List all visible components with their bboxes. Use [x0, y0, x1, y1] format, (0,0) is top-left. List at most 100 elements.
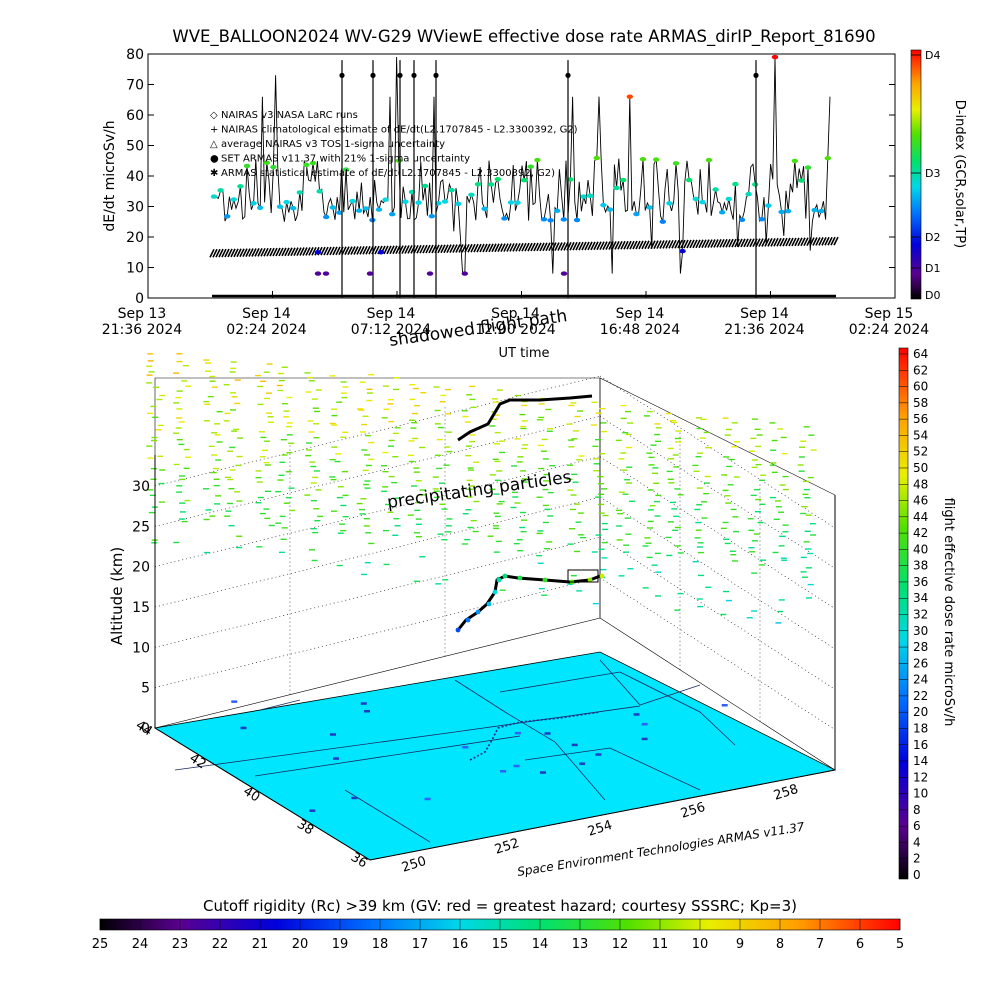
nairas-mark [239, 248, 245, 258]
dose-rate-tick-label: 44 [913, 510, 928, 524]
nairas-mark [779, 237, 785, 247]
nairas-mark [518, 242, 524, 252]
nairas-mark [335, 246, 341, 256]
grid-line [599, 496, 836, 650]
nairas-mark [665, 240, 671, 249]
legend-symbol: ✱ [210, 168, 218, 179]
armas-marker [666, 201, 673, 206]
armas-marker [257, 205, 264, 210]
d-index-colorbar: D0 D1 D2 D3 D4 D-index (GCR,solar,TP) [910, 49, 967, 302]
nairas-mark [662, 240, 668, 249]
nairas-mark [725, 238, 731, 248]
nairas-mark [209, 248, 215, 258]
dose-rate-tick-label: 60 [913, 380, 928, 394]
nairas-mark [584, 241, 590, 251]
spike-top-marker [753, 72, 759, 78]
nairas-mark [629, 240, 635, 250]
longitude-tick-label: 256 [679, 800, 707, 822]
armas-marker [587, 193, 594, 199]
armas-marker [426, 271, 434, 276]
legend-label: average NAIRAS v3 TOS 1-sigma uncertaint… [221, 139, 445, 150]
rc-tick-label: 18 [372, 937, 389, 952]
nairas-mark [437, 244, 443, 254]
nairas-mark [797, 237, 803, 247]
dose-rate-tick-label: 4 [913, 835, 921, 849]
latitude-tick-label: 44 [133, 718, 155, 739]
nairas-mark [248, 248, 254, 257]
nairas-mark [485, 243, 491, 253]
legend-symbol: △ [210, 139, 218, 150]
armas-marker [738, 217, 746, 223]
nairas-mark [605, 241, 611, 250]
dose-rate-tick-label: 6 [913, 819, 921, 833]
grid-line [599, 416, 836, 569]
nairas-mark [764, 238, 770, 247]
nairas-mark [581, 241, 587, 251]
nairas-mark [698, 239, 704, 249]
armas-marker [422, 183, 429, 189]
timeseries-y-label: dE/dt microSv/h [102, 120, 118, 231]
rc-tick-label: 11 [652, 937, 669, 952]
nairas-mark [773, 237, 779, 247]
cutoff-rigidity-colorbar: Cutoff rigidity (Rc) >39 km (GV: red = g… [92, 897, 904, 952]
nairas-mark [323, 246, 329, 256]
armas-marker [798, 178, 805, 183]
ground-spot [513, 764, 520, 768]
nairas-mark [506, 243, 512, 252]
armas-marker [540, 217, 548, 222]
legend-label: ARMAS statistical estimate of dE/dt(L2.1… [221, 168, 555, 179]
rc-tick-label: 8 [776, 937, 784, 952]
ground-spot [231, 700, 238, 703]
altitude-tick-label: 15 [132, 600, 150, 616]
dose-rate-tick-label: 40 [913, 542, 928, 556]
nairas-mark [359, 246, 365, 255]
ground-dose-spots [231, 700, 728, 812]
spike-top-marker [397, 72, 403, 78]
nairas-mark [224, 248, 230, 258]
armas-marker [804, 165, 812, 170]
armas-marker [263, 160, 270, 165]
nairas-mark [707, 239, 713, 248]
spike-top-marker [370, 72, 376, 78]
nairas-mark [785, 237, 791, 247]
dose-rate-tick-label: 28 [913, 640, 928, 654]
armas-marker [283, 199, 290, 205]
nairas-mark [389, 245, 395, 255]
nairas-mark [557, 242, 563, 251]
nairas-mark [353, 246, 359, 255]
nairas-mark [536, 242, 542, 252]
dose-rate-tick-label: 26 [913, 656, 928, 670]
dose-rate-tick-label: 10 [913, 787, 928, 801]
altitude-tick-label: 30 [132, 479, 150, 495]
nairas-mark [515, 242, 521, 252]
nairas-mark [812, 237, 818, 246]
d-index-label: D-index (GCR,solar,TP) [952, 100, 967, 248]
nairas-mark [404, 245, 410, 254]
nairas-mark [743, 238, 749, 248]
nairas-mark [266, 247, 272, 257]
rc-tick-label: 14 [532, 937, 549, 952]
dose-rate-colorbar-label: flight effective dose rate microSv/h [941, 498, 956, 727]
grid-line [154, 537, 601, 648]
nairas-mark [488, 243, 494, 253]
nairas-mark [245, 248, 251, 257]
nairas-mark [320, 246, 326, 256]
x-tick-time: 02:24 2024 [226, 322, 307, 338]
latitude-tick-label: 40 [240, 784, 262, 805]
grid-line [154, 416, 601, 527]
ground-spot [424, 797, 431, 801]
nairas-mark [287, 247, 293, 257]
nairas-mark [365, 245, 371, 255]
armas-marker [725, 196, 732, 202]
armas-marker [210, 194, 218, 199]
y-tick-label: 10 [126, 261, 144, 277]
flight-path-marker [542, 577, 548, 583]
nairas-mark [308, 247, 314, 256]
nairas-mark [821, 236, 827, 246]
nairas-mark [569, 241, 575, 251]
dose-rate-tick-label: 0 [913, 868, 921, 882]
nairas-mark [503, 243, 509, 252]
nairas-mark [674, 239, 680, 249]
ground-spot [351, 796, 358, 800]
nairas-mark [617, 240, 623, 250]
